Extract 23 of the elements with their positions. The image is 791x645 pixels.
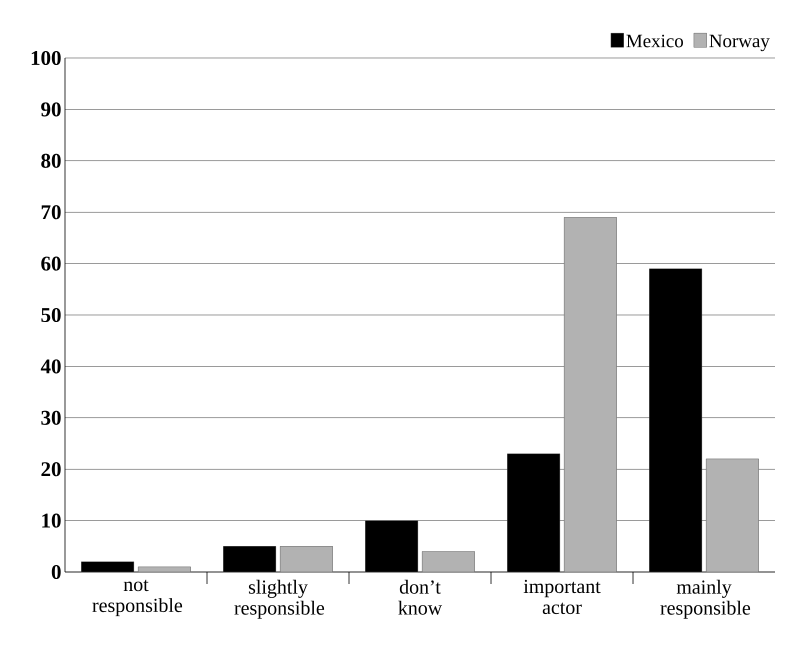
- x-tick-label: important actor: [524, 580, 601, 614]
- y-tick-label: 60: [41, 256, 61, 271]
- y-tick-label: 10: [42, 514, 61, 528]
- y-tick-label: 100: [32, 50, 61, 66]
- bar: [138, 566, 191, 572]
- y-tick-label: 40: [40, 359, 61, 374]
- x-tick-label: don’t know: [398, 580, 442, 615]
- x-tick-label: slightly responsible: [234, 580, 324, 619]
- y-tick-label: 30: [41, 410, 61, 425]
- x-tick-label: not responsible: [92, 580, 182, 616]
- legend-label: Norway: [709, 34, 770, 52]
- x-tick-label: mainly responsible: [660, 580, 750, 619]
- y-tick-label: 0: [52, 564, 61, 580]
- bar: [280, 546, 333, 572]
- y-tick-label: 50: [41, 308, 61, 322]
- legend-label: Mexico: [626, 34, 683, 48]
- y-tick-label: 90: [41, 102, 61, 116]
- bar: [564, 217, 617, 572]
- bar: [422, 551, 475, 572]
- y-tick-label: 80: [41, 154, 61, 168]
- bar: [706, 458, 759, 572]
- y-tick-label: 70: [42, 205, 61, 220]
- y-tick-label: 20: [41, 462, 61, 476]
